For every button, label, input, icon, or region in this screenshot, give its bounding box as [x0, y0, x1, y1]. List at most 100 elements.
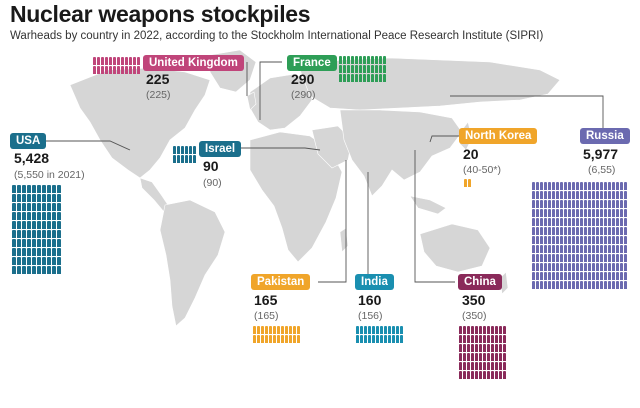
- warhead-icon: [616, 272, 619, 280]
- warhead-icon: [42, 203, 46, 211]
- warhead-icon: [576, 200, 579, 208]
- warhead-icon: [600, 182, 603, 190]
- warhead-icon: [560, 218, 563, 226]
- warhead-icon: [572, 218, 575, 226]
- warhead-icon: [42, 212, 46, 220]
- warhead-icon: [463, 353, 466, 361]
- warhead-icon: [339, 65, 342, 73]
- warhead-icon: [572, 272, 575, 280]
- warhead-icon: [483, 344, 486, 352]
- warhead-icon: [273, 326, 276, 334]
- pakistan-previous: (165): [254, 310, 279, 322]
- warhead-icon: [181, 155, 184, 163]
- warhead-icon: [608, 227, 611, 235]
- warhead-icon: [596, 227, 599, 235]
- warhead-icon: [588, 254, 591, 262]
- israel-previous: (90): [203, 177, 222, 189]
- warhead-icon: [552, 191, 555, 199]
- warhead-icon: [572, 182, 575, 190]
- warhead-icon: [339, 74, 342, 82]
- warhead-icon: [556, 227, 559, 235]
- page-subtitle: Warheads by country in 2022, according t…: [10, 30, 544, 42]
- israel-label: Israel: [199, 141, 242, 157]
- warhead-icon: [580, 236, 583, 244]
- warhead-icon: [363, 65, 366, 73]
- warhead-icon: [540, 200, 543, 208]
- warhead-icon: [52, 203, 56, 211]
- france-warhead-icons: [339, 56, 386, 82]
- warhead-icon: [552, 245, 555, 253]
- warhead-icon: [620, 227, 623, 235]
- warhead-icon: [356, 326, 359, 334]
- warhead-icon: [592, 227, 595, 235]
- warhead-icon: [532, 227, 535, 235]
- warhead-icon: [376, 326, 379, 334]
- warhead-icon: [604, 191, 607, 199]
- usa-warhead-icons: [12, 185, 61, 274]
- warhead-icon: [47, 221, 51, 229]
- warhead-icon: [556, 272, 559, 280]
- warhead-icon: [596, 245, 599, 253]
- warhead-icon: [616, 200, 619, 208]
- warhead-icon: [576, 263, 579, 271]
- warhead-icon: [388, 326, 391, 334]
- warhead-icon: [532, 254, 535, 262]
- warhead-icon: [347, 74, 350, 82]
- warhead-icon: [572, 245, 575, 253]
- warhead-icon: [379, 65, 382, 73]
- warhead-icon: [17, 230, 21, 238]
- warhead-icon: [532, 281, 535, 289]
- warhead-icon: [576, 254, 579, 262]
- warhead-icon: [608, 200, 611, 208]
- warhead-icon: [97, 66, 100, 74]
- warhead-icon: [47, 185, 51, 193]
- warhead-icon: [467, 335, 470, 343]
- warhead-icon: [47, 266, 51, 274]
- europe-landmass: [249, 73, 313, 131]
- warhead-icon: [548, 200, 551, 208]
- warhead-icon: [12, 248, 16, 256]
- warhead-icon: [121, 66, 124, 74]
- warhead-icon: [576, 209, 579, 217]
- warhead-icon: [600, 200, 603, 208]
- warhead-icon: [359, 56, 362, 64]
- warhead-icon: [499, 362, 502, 370]
- warhead-icon: [133, 57, 136, 65]
- warhead-icon: [584, 245, 587, 253]
- warhead-icon: [580, 218, 583, 226]
- warhead-icon: [27, 248, 31, 256]
- warhead-icon: [604, 281, 607, 289]
- warhead-icon: [173, 146, 176, 154]
- warhead-icon: [536, 182, 539, 190]
- warhead-icon: [596, 191, 599, 199]
- warhead-icon: [12, 257, 16, 265]
- warhead-icon: [536, 200, 539, 208]
- warhead-icon: [42, 266, 46, 274]
- warhead-icon: [47, 194, 51, 202]
- warhead-icon: [600, 218, 603, 226]
- warhead-icon: [479, 326, 482, 334]
- warhead-icon: [596, 218, 599, 226]
- warhead-icon: [572, 227, 575, 235]
- pakistan-warhead-icons: [253, 326, 300, 343]
- warhead-icon: [467, 371, 470, 379]
- north-korea-leader-line: [429, 135, 462, 143]
- warhead-icon: [556, 245, 559, 253]
- warhead-icon: [22, 266, 26, 274]
- warhead-icon: [568, 245, 571, 253]
- warhead-icon: [475, 353, 478, 361]
- russia-value: 5,977: [583, 146, 619, 162]
- warhead-icon: [552, 281, 555, 289]
- warhead-icon: [359, 74, 362, 82]
- warhead-icon: [487, 344, 490, 352]
- warhead-icon: [576, 218, 579, 226]
- warhead-icon: [548, 254, 551, 262]
- warhead-icon: [604, 182, 607, 190]
- warhead-icon: [27, 221, 31, 229]
- uk-label: United Kingdom: [143, 55, 244, 71]
- warhead-icon: [532, 236, 535, 244]
- warhead-icon: [52, 212, 56, 220]
- warhead-icon: [503, 335, 506, 343]
- warhead-icon: [463, 335, 466, 343]
- warhead-icon: [483, 326, 486, 334]
